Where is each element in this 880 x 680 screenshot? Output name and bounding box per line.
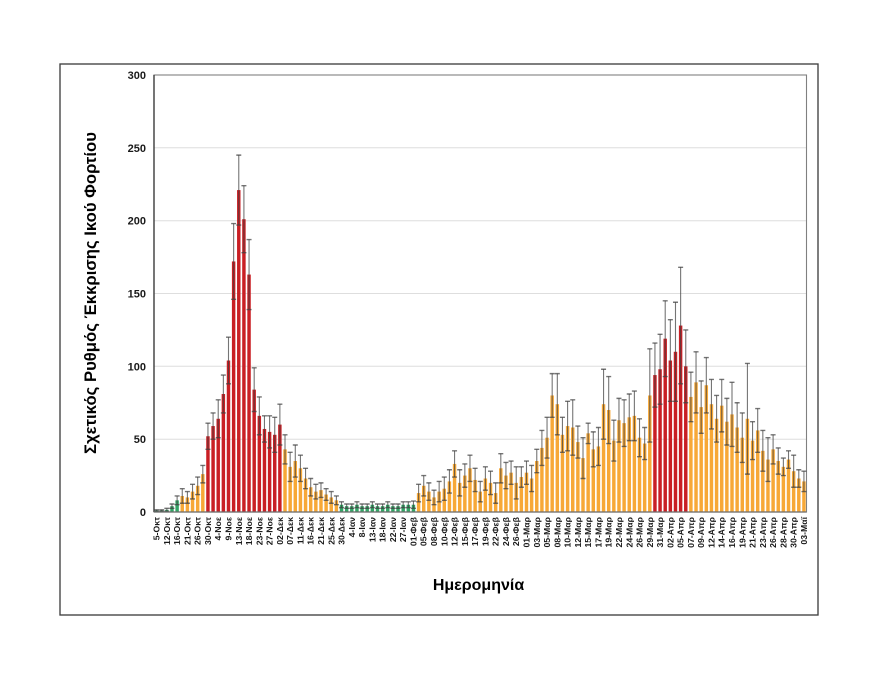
svg-text:50: 50 xyxy=(134,434,146,446)
svg-text:08-Φεβ: 08-Φεβ xyxy=(429,516,439,546)
svg-text:16-Δεκ: 16-Δεκ xyxy=(306,517,316,545)
svg-text:4-Νοε: 4-Νοε xyxy=(213,517,223,540)
svg-text:01-Φεβ: 01-Φεβ xyxy=(408,516,418,546)
svg-text:21-Απρ: 21-Απρ xyxy=(748,516,758,547)
svg-text:17-Μαρ: 17-Μαρ xyxy=(593,516,603,547)
svg-text:05-Φεβ: 05-Φεβ xyxy=(419,516,429,546)
svg-text:30-Οκτ: 30-Οκτ xyxy=(203,517,213,545)
svg-text:11-Δεκ: 11-Δεκ xyxy=(295,517,305,544)
svg-text:26-Φεβ: 26-Φεβ xyxy=(511,516,521,546)
svg-text:100: 100 xyxy=(128,361,146,373)
svg-text:02-Δεκ: 02-Δεκ xyxy=(275,517,285,545)
svg-text:Σχετικός Ρυθμός Έκκρισης Ικού: Σχετικός Ρυθμός Έκκρισης Ικού Φορτίου xyxy=(81,132,100,454)
svg-text:30-Δεκ: 30-Δεκ xyxy=(337,517,347,545)
svg-text:24-Μαρ: 24-Μαρ xyxy=(624,516,634,547)
svg-text:07-Απρ: 07-Απρ xyxy=(686,516,696,547)
svg-text:25-Δεκ: 25-Δεκ xyxy=(326,517,336,545)
svg-text:01-Μαρ: 01-Μαρ xyxy=(521,516,531,547)
svg-text:12-Απρ: 12-Απρ xyxy=(706,516,716,547)
svg-text:26-Οκτ: 26-Οκτ xyxy=(193,517,203,545)
svg-text:10-Μαρ: 10-Μαρ xyxy=(563,516,573,547)
svg-text:22-Φεβ: 22-Φεβ xyxy=(491,516,501,546)
svg-text:4-Ιαν: 4-Ιαν xyxy=(347,517,357,537)
svg-text:17-Φεβ: 17-Φεβ xyxy=(470,516,480,546)
svg-text:200: 200 xyxy=(128,216,146,228)
svg-text:26-Μαρ: 26-Μαρ xyxy=(635,516,645,547)
svg-text:23-Νοε: 23-Νοε xyxy=(254,517,264,545)
svg-text:16-Οκτ: 16-Οκτ xyxy=(172,517,182,545)
svg-text:Ημερομηνία: Ημερομηνία xyxy=(433,577,525,594)
svg-text:8-Ιαν: 8-Ιαν xyxy=(357,517,367,537)
svg-text:27-Ιαν: 27-Ιαν xyxy=(398,517,408,542)
svg-text:14-Απρ: 14-Απρ xyxy=(717,516,727,547)
svg-text:21-Οκτ: 21-Οκτ xyxy=(182,517,192,545)
svg-text:18-Ιαν: 18-Ιαν xyxy=(378,517,388,542)
svg-text:02-Απρ: 02-Απρ xyxy=(665,516,675,547)
svg-text:19-Φεβ: 19-Φεβ xyxy=(480,516,490,546)
svg-text:250: 250 xyxy=(128,143,146,155)
svg-text:24-Φεβ: 24-Φεβ xyxy=(501,516,511,546)
svg-text:09-Απρ: 09-Απρ xyxy=(696,516,706,547)
svg-text:08-Μαρ: 08-Μαρ xyxy=(552,516,562,547)
svg-text:18-Νοε: 18-Νοε xyxy=(244,517,254,545)
svg-text:03-Μαϊ: 03-Μαϊ xyxy=(799,516,809,544)
svg-text:22-Μαρ: 22-Μαρ xyxy=(614,516,624,547)
svg-text:28-Απρ: 28-Απρ xyxy=(778,516,788,547)
svg-text:12-Οκτ: 12-Οκτ xyxy=(162,517,172,545)
svg-text:12-Μαρ: 12-Μαρ xyxy=(573,516,583,547)
svg-text:05-Μαρ: 05-Μαρ xyxy=(542,516,552,547)
svg-text:23-Απρ: 23-Απρ xyxy=(758,516,768,547)
svg-text:9-Νοε: 9-Νοε xyxy=(224,517,234,540)
svg-text:29-Μαρ: 29-Μαρ xyxy=(645,516,655,547)
svg-text:13-Νοε: 13-Νοε xyxy=(234,517,244,545)
svg-text:07-Δεκ: 07-Δεκ xyxy=(285,517,295,545)
svg-text:05-Απρ: 05-Απρ xyxy=(676,516,686,547)
svg-text:31-Μαρ: 31-Μαρ xyxy=(655,516,665,547)
svg-text:27-Νοε: 27-Νοε xyxy=(265,517,275,545)
svg-text:26-Απρ: 26-Απρ xyxy=(768,516,778,547)
svg-text:150: 150 xyxy=(128,289,146,301)
svg-text:19-Μαρ: 19-Μαρ xyxy=(604,516,614,547)
svg-text:13-Ιαν: 13-Ιαν xyxy=(367,517,377,542)
svg-text:15-Φεβ: 15-Φεβ xyxy=(460,516,470,546)
svg-text:0: 0 xyxy=(140,507,146,519)
svg-text:22-Ιαν: 22-Ιαν xyxy=(388,517,398,542)
svg-text:10-Φεβ: 10-Φεβ xyxy=(439,516,449,546)
svg-text:5-Οκτ: 5-Οκτ xyxy=(152,517,162,540)
svg-text:03-Μαρ: 03-Μαρ xyxy=(532,516,542,547)
svg-text:300: 300 xyxy=(128,70,146,82)
svg-text:16-Απρ: 16-Απρ xyxy=(727,516,737,547)
svg-text:12-Φεβ: 12-Φεβ xyxy=(450,516,460,546)
svg-text:30-Απρ: 30-Απρ xyxy=(789,516,799,547)
svg-text:19-Απρ: 19-Απρ xyxy=(737,516,747,547)
svg-text:21-Δεκ: 21-Δεκ xyxy=(316,517,326,545)
svg-text:15-Μαρ: 15-Μαρ xyxy=(583,516,593,547)
